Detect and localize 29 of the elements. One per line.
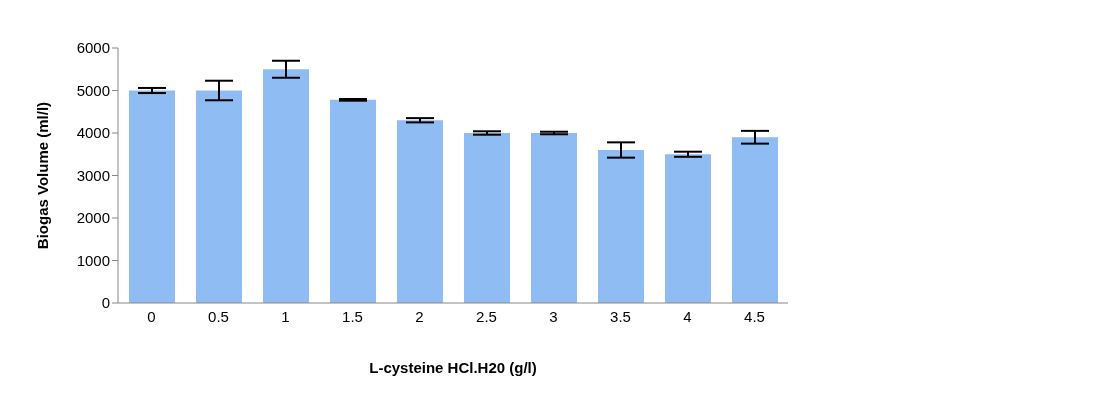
x-tick-label: 0 — [147, 307, 156, 325]
bar — [129, 90, 175, 303]
y-tick-label: 0 — [101, 294, 110, 312]
bar — [598, 150, 644, 303]
bar — [263, 69, 309, 303]
y-tick-label: 3000 — [76, 166, 110, 184]
bar — [732, 137, 778, 303]
x-tick-label: 1 — [281, 307, 290, 325]
x-tick-label: 2 — [415, 307, 424, 325]
x-tick-label: 0.5 — [208, 307, 229, 325]
y-tick-label: 4000 — [76, 124, 110, 142]
y-axis-title: Biogas Volume (ml/l) — [34, 101, 52, 250]
bar — [330, 99, 376, 303]
y-tick-label: 5000 — [76, 81, 110, 99]
bar — [531, 133, 577, 303]
x-tick-label: 1.5 — [342, 307, 363, 325]
bar — [464, 133, 510, 303]
x-axis-title: L-cysteine HCl.H20 (g/l) — [369, 359, 537, 376]
y-tick-label: 1000 — [76, 251, 110, 269]
x-tick-label: 3 — [549, 307, 558, 325]
y-tick-label: 6000 — [76, 39, 110, 57]
y-tick-label: 2000 — [76, 209, 110, 227]
bar — [196, 90, 242, 303]
x-tick-label: 4.5 — [744, 307, 765, 325]
bar — [665, 154, 711, 303]
x-tick-label: 2.5 — [476, 307, 497, 325]
x-tick-label: 3.5 — [610, 307, 631, 325]
bar — [397, 120, 443, 303]
x-tick-label: 4 — [683, 307, 692, 325]
